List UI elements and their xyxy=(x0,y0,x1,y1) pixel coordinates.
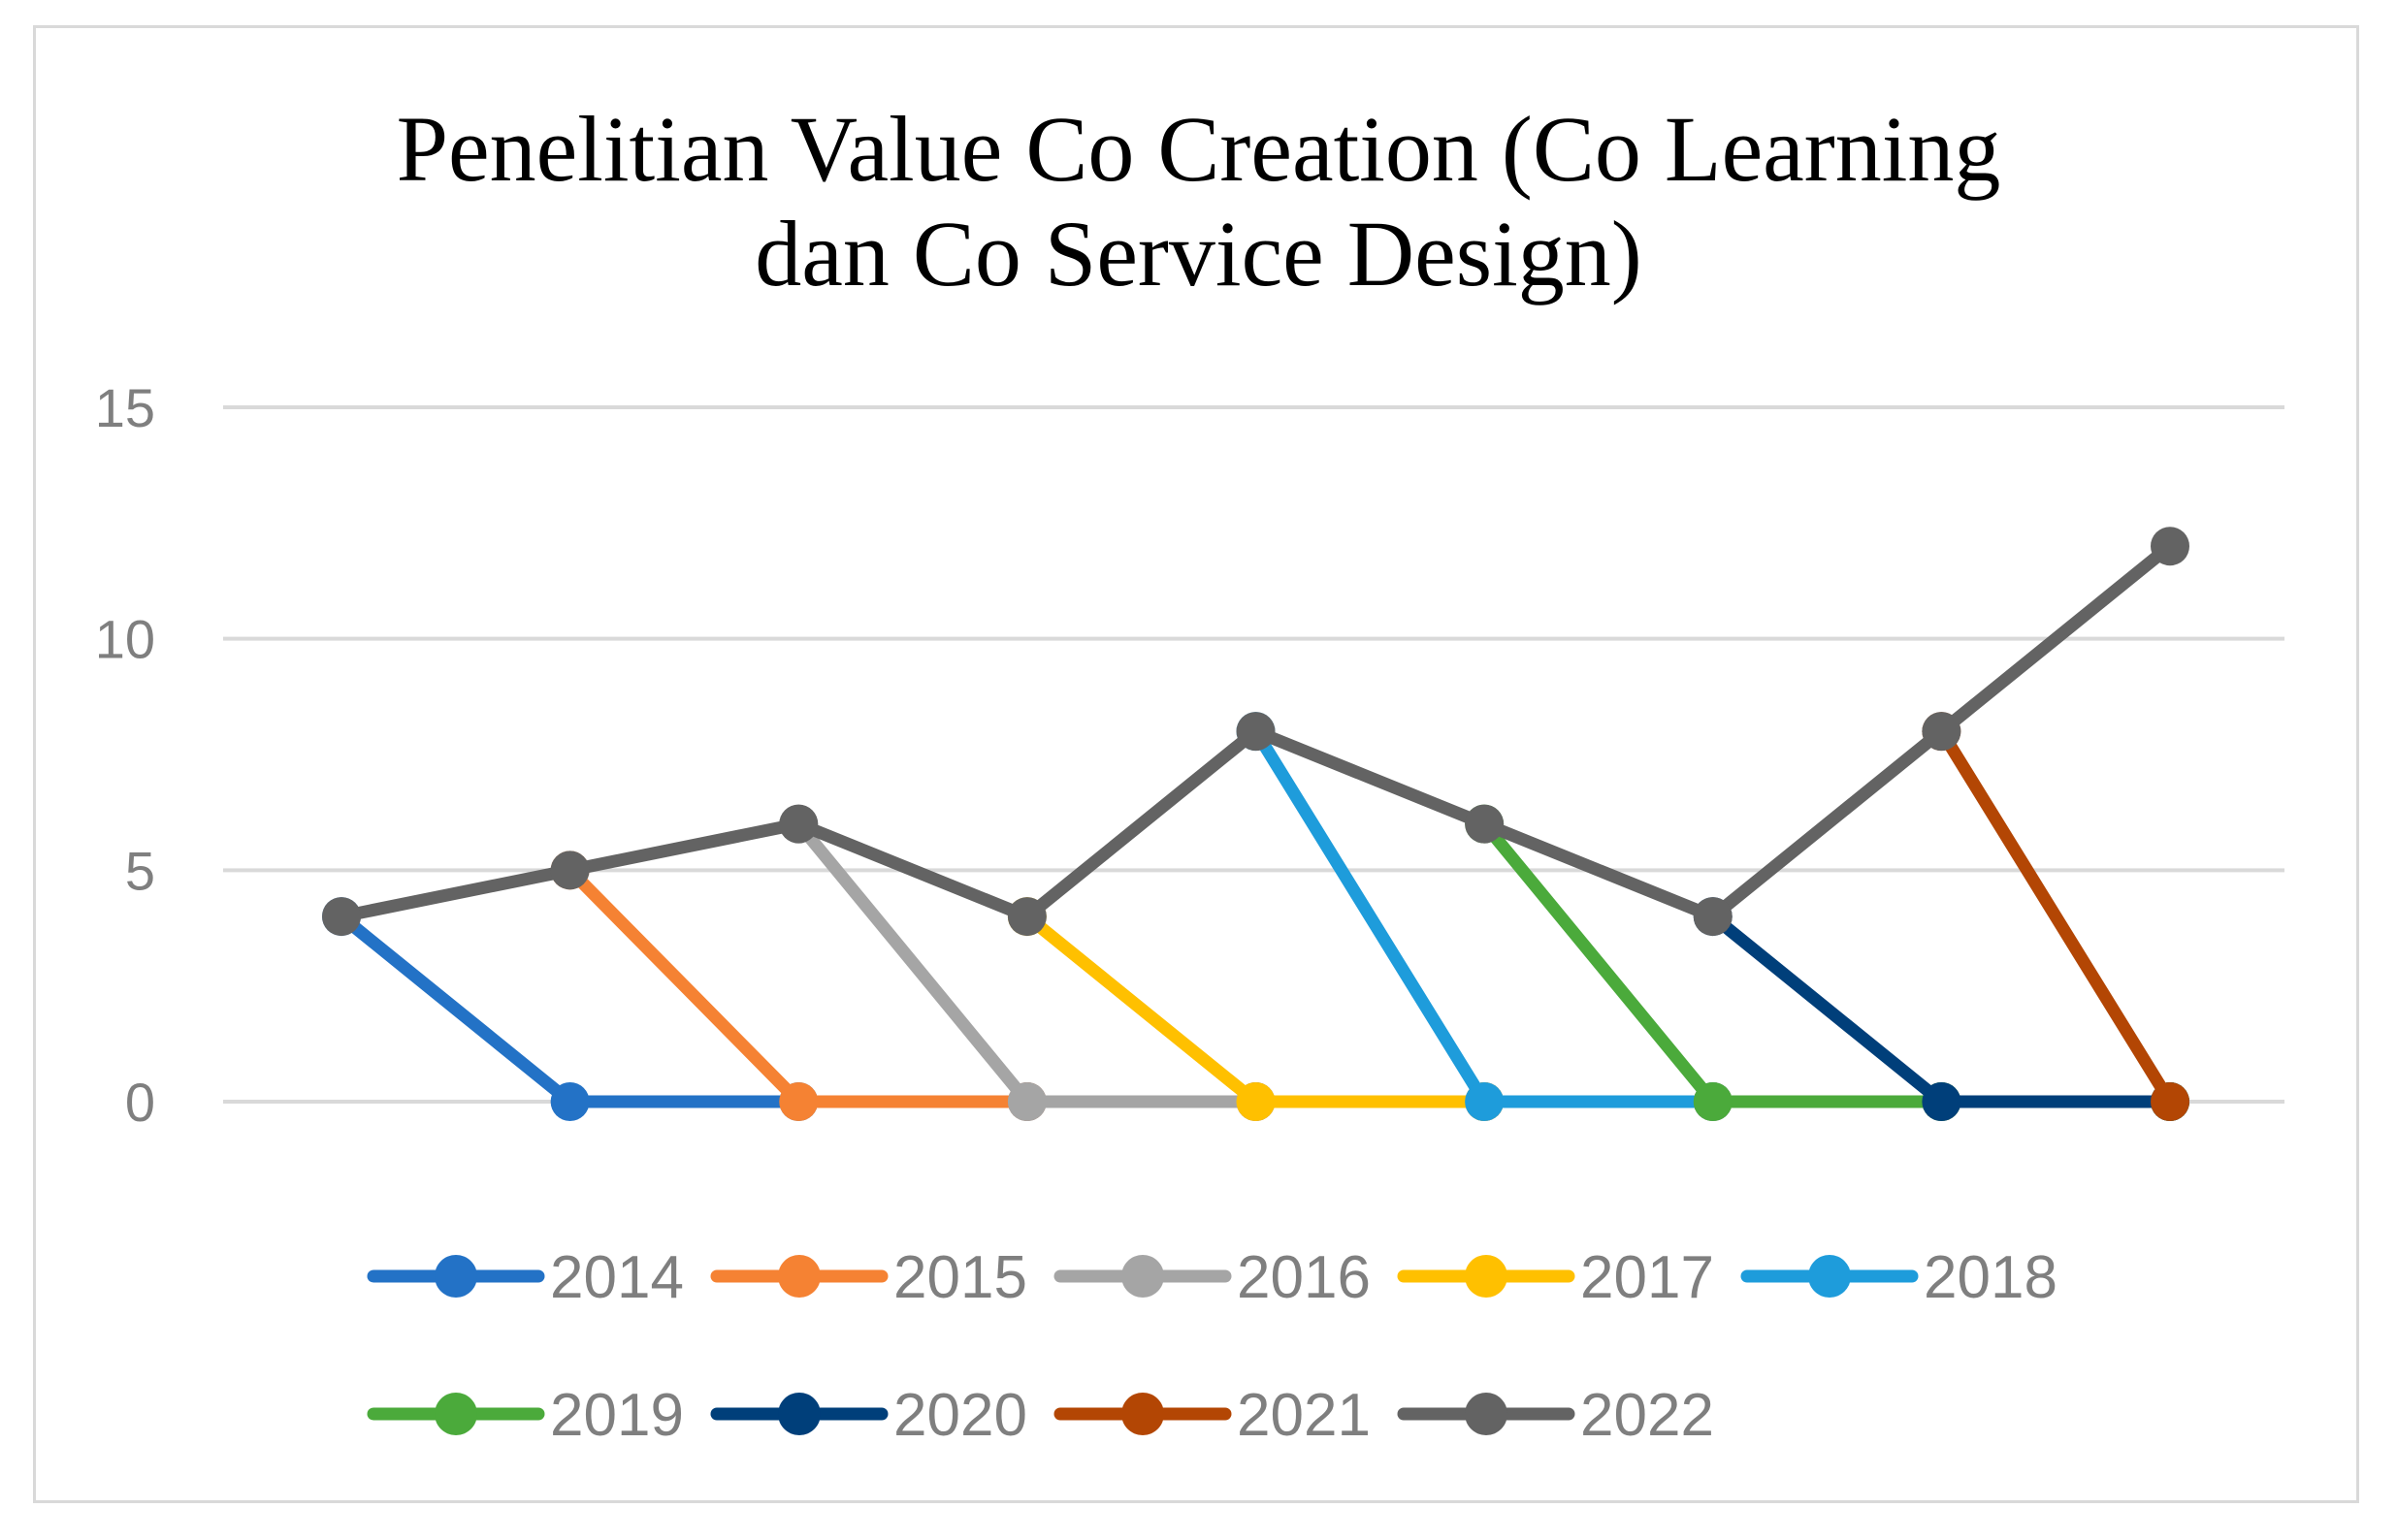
legend-label-2020: 2020 xyxy=(893,1382,1027,1449)
legend-label-2018: 2018 xyxy=(1924,1244,2057,1311)
series-2021 xyxy=(1922,712,2189,1121)
legend-swatch-marker xyxy=(1121,1255,1164,1298)
data-point-2018-6 xyxy=(1465,1082,1505,1121)
legend-swatch-marker xyxy=(435,1255,477,1298)
series-line-2016 xyxy=(792,818,2177,1108)
legend-item-2021: 2021 xyxy=(1053,1382,1371,1449)
series-2016 xyxy=(779,804,2189,1121)
y-tick-label-10: 10 xyxy=(95,609,155,670)
chart-title-line-1: Penelitian Value Co Creation (Co Learnin… xyxy=(396,97,2001,201)
data-point-2022-2 xyxy=(550,850,590,890)
data-point-2020-8 xyxy=(1922,1082,1961,1121)
gridlines xyxy=(223,405,2284,1104)
legend-label-2015: 2015 xyxy=(893,1244,1027,1311)
series-2015 xyxy=(550,850,2189,1121)
data-point-2022-7 xyxy=(1693,897,1733,937)
data-point-2015-3 xyxy=(779,1082,819,1121)
chart-title: Penelitian Value Co Creation (Co Learnin… xyxy=(0,97,2397,306)
chart-frame xyxy=(33,25,2359,1503)
legend-swatch-marker xyxy=(778,1255,821,1298)
legend-swatch-marker xyxy=(1121,1393,1164,1435)
legend-item-2017: 2017 xyxy=(1397,1244,1714,1311)
legend-label-2014: 2014 xyxy=(550,1244,684,1311)
legend-swatch-marker xyxy=(1465,1255,1507,1298)
data-point-2022-1 xyxy=(322,897,361,937)
data-point-2022-6 xyxy=(1465,804,1505,844)
y-tick-label-5: 5 xyxy=(125,840,155,901)
series-line-2021 xyxy=(1934,724,2177,1108)
data-point-2014-2 xyxy=(550,1082,590,1121)
legend-label-2017: 2017 xyxy=(1580,1244,1714,1311)
legend-swatch-marker xyxy=(778,1393,821,1435)
data-point-2022-9 xyxy=(2151,527,2189,566)
y-tick-label-0: 0 xyxy=(125,1072,155,1133)
series-2017 xyxy=(1007,897,2189,1121)
data-point-2022-5 xyxy=(1236,712,1276,752)
legend-item-2016: 2016 xyxy=(1053,1244,1371,1311)
legend-label-2019: 2019 xyxy=(550,1382,684,1449)
legend-label-2016: 2016 xyxy=(1237,1244,1371,1311)
legend-item-2019: 2019 xyxy=(367,1382,684,1449)
series-line-2017 xyxy=(1020,910,2177,1108)
legend-item-2015: 2015 xyxy=(710,1244,1027,1311)
series-line-2014 xyxy=(335,910,2177,1108)
data-point-2022-8 xyxy=(1922,712,1961,752)
legend-swatch-marker xyxy=(1465,1393,1507,1435)
data-point-2021-9 xyxy=(2151,1082,2189,1121)
y-axis-ticks: 0 5 10 15 xyxy=(95,377,155,1133)
data-point-2022-4 xyxy=(1007,897,1047,937)
legend-item-2020: 2020 xyxy=(710,1382,1027,1449)
chart-title-line-2: dan Co Service Design) xyxy=(755,202,1642,305)
data-point-2019-7 xyxy=(1693,1082,1733,1121)
legend-swatch-marker xyxy=(435,1393,477,1435)
legend-item-2022: 2022 xyxy=(1397,1382,1714,1449)
legend-swatch-marker xyxy=(1808,1255,1851,1298)
legend-item-2018: 2018 xyxy=(1740,1244,2057,1311)
legend-item-2014: 2014 xyxy=(367,1244,684,1311)
data-point-2016-4 xyxy=(1007,1082,1047,1121)
series-group xyxy=(322,527,2189,1121)
data-point-2022-3 xyxy=(779,804,819,844)
legend-label-2021: 2021 xyxy=(1237,1382,1371,1449)
series-2022 xyxy=(322,527,2189,937)
legend-label-2022: 2022 xyxy=(1580,1382,1714,1449)
data-point-2017-5 xyxy=(1236,1082,1276,1121)
y-tick-label-15: 15 xyxy=(95,377,155,438)
series-line-2020 xyxy=(1706,910,2177,1108)
legend: 2014 2015 2016 2017 2018 2019 2020 2021 2022 xyxy=(367,1244,2057,1449)
